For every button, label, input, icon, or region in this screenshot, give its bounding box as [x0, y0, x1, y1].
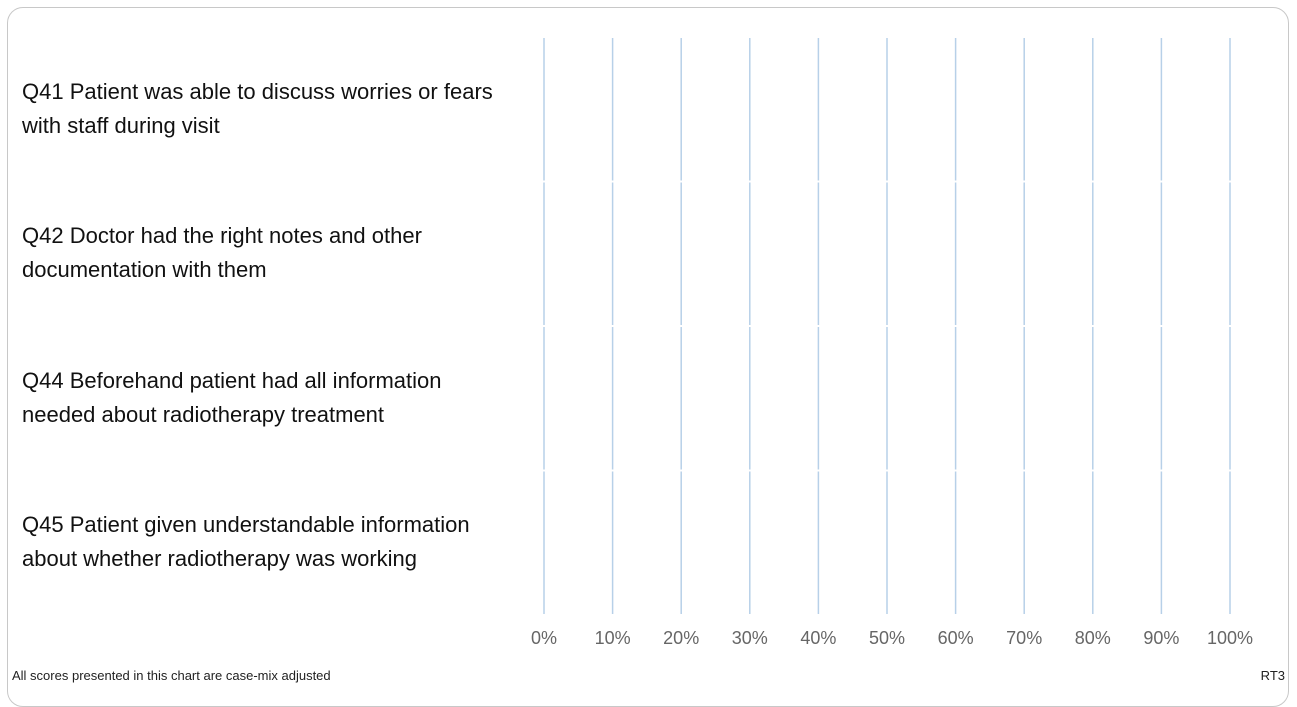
x-tick-label: 40%: [800, 628, 837, 648]
page: All scores presented in this chart are c…: [7, 7, 1289, 707]
x-tick-label: 10%: [594, 628, 631, 648]
category-label: Q41 Patient was able to discuss worries …: [22, 78, 493, 138]
footnote: All scores presented in this chart are c…: [12, 668, 331, 683]
category-label: Q44 Beforehand patient had all informati…: [22, 367, 442, 427]
x-tick-label: 90%: [1143, 628, 1180, 648]
chart: [543, 38, 1231, 614]
x-tick-label: 30%: [731, 628, 768, 648]
x-tick-label: 0%: [530, 628, 557, 648]
category-label: Q42 Doctor had the right notes and other…: [22, 223, 422, 282]
x-tick-label: 20%: [663, 628, 700, 648]
x-tick-label: 100%: [1206, 628, 1254, 648]
category-label: Q45 Patient given understandable informa…: [22, 512, 470, 571]
chart-code: RT3: [1260, 668, 1285, 683]
x-tick-label: 60%: [937, 628, 974, 648]
x-tick-label: 70%: [1006, 628, 1043, 648]
x-tick-label: 50%: [868, 628, 906, 648]
x-tick-label: 80%: [1074, 628, 1111, 648]
